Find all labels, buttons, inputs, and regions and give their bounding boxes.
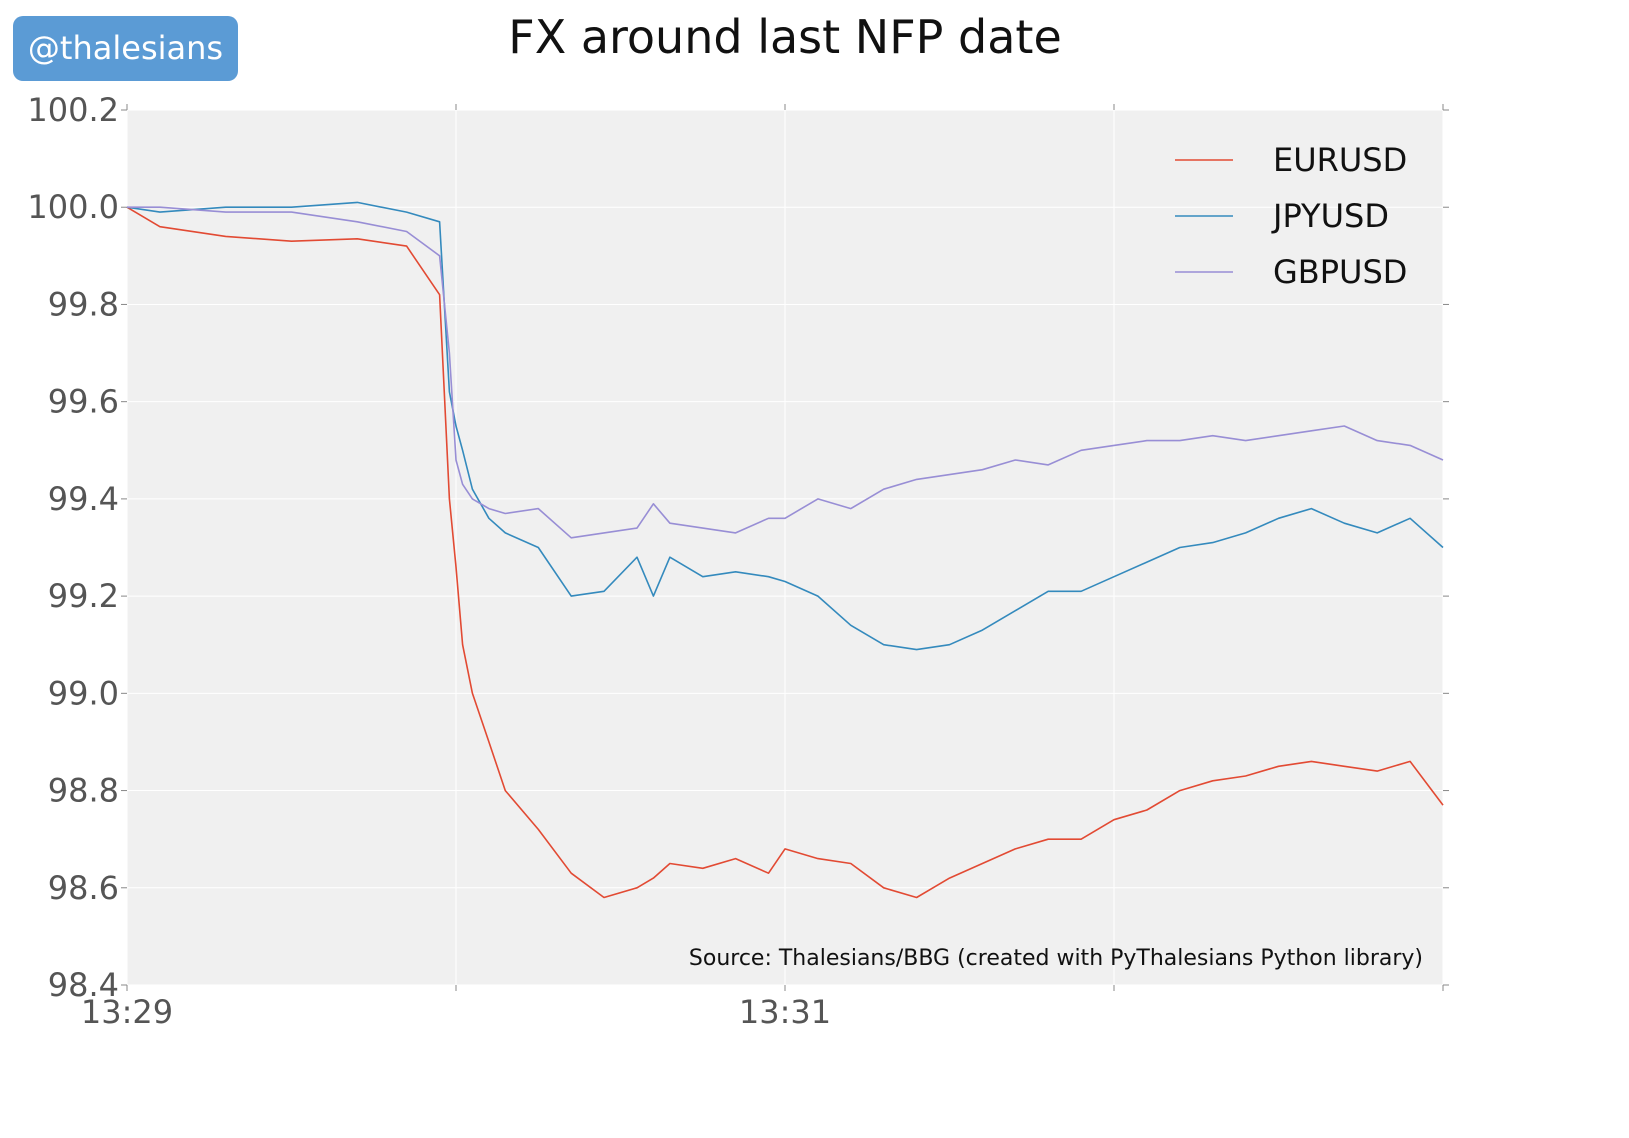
x-tick-label: 13:31 bbox=[739, 993, 831, 1031]
series-line-gbpusd bbox=[127, 206, 1444, 539]
y-tick-label: 99.0 bbox=[48, 674, 119, 712]
y-tick-label: 99.6 bbox=[48, 383, 119, 421]
series-lines bbox=[126, 201, 1444, 899]
y-tick-label: 98.8 bbox=[48, 772, 119, 810]
source-annotation: Source: Thalesians/BBG (created with PyT… bbox=[689, 946, 1423, 971]
axis-ticks: 100.2 100.0 99.8 99.6 99.4 99.2 99.0 98.8 98.6 98… bbox=[27, 91, 1449, 1031]
y-tick-label: 98.6 bbox=[48, 869, 119, 907]
y-tick-label: 100.0 bbox=[27, 188, 119, 226]
chart-title: FX around last NFP date bbox=[508, 10, 1062, 64]
y-tick-label: 100.2 bbox=[27, 91, 119, 129]
y-tick-label: 99.4 bbox=[48, 480, 119, 518]
legend-label-jpyusd: JPYUSD bbox=[1271, 197, 1389, 235]
legend: EURUSD JPYUSD GBPUSD bbox=[1175, 141, 1407, 291]
x-tick-label: 13:29 bbox=[81, 993, 173, 1031]
legend-label-gbpusd: GBPUSD bbox=[1273, 253, 1407, 291]
y-tick-label: 99.2 bbox=[48, 577, 119, 615]
y-tick-label: 98.4 bbox=[48, 966, 119, 1004]
series-line-eurusd bbox=[126, 206, 1444, 899]
y-tick-label: 99.8 bbox=[48, 285, 119, 323]
thalesians-badge: @thalesians bbox=[13, 16, 238, 81]
legend-label-eurusd: EURUSD bbox=[1273, 141, 1407, 179]
series-line-jpyusd bbox=[126, 201, 1444, 651]
